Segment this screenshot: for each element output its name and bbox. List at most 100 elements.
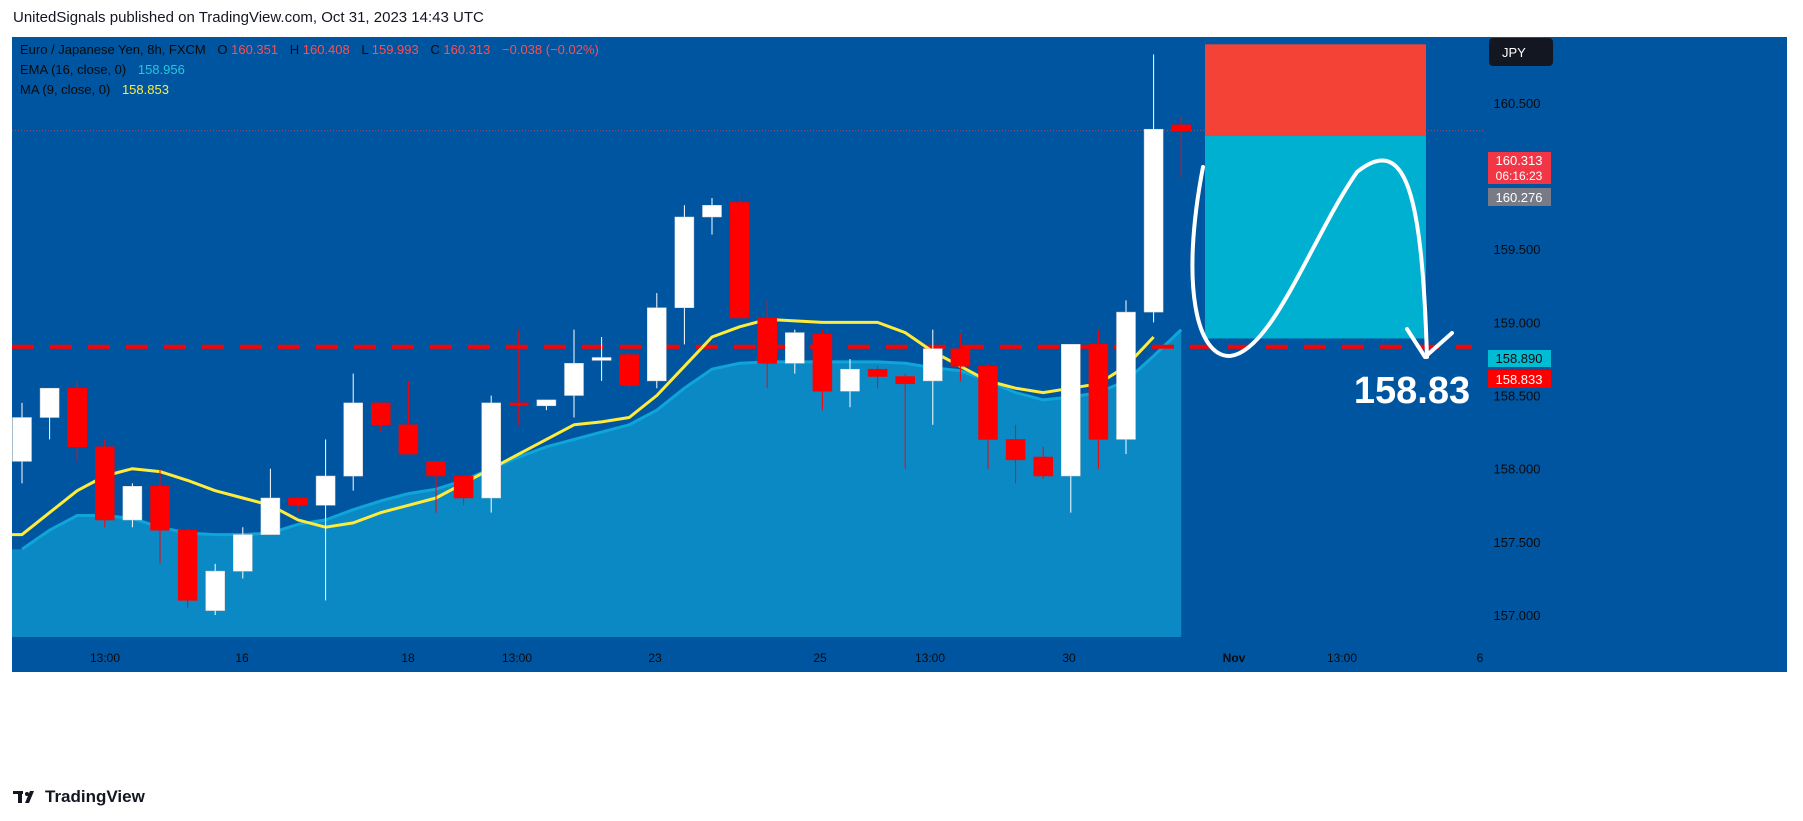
candle-body xyxy=(923,348,943,382)
candle[interactable] xyxy=(288,497,308,513)
last-price-label: 160.313 xyxy=(1496,153,1543,168)
candle[interactable] xyxy=(12,402,32,484)
candle-body xyxy=(481,402,501,499)
ema-area xyxy=(12,329,1182,637)
candle[interactable] xyxy=(67,380,87,462)
candle[interactable] xyxy=(426,461,446,513)
candle-body xyxy=(895,376,915,385)
candle[interactable] xyxy=(923,329,943,425)
candle[interactable] xyxy=(619,351,639,389)
time-axis[interactable]: 13:00 16 18 13:00 23 25 13:00 30 Nov 13:00 6 xyxy=(90,651,1484,665)
candle[interactable] xyxy=(1171,116,1191,178)
time-axis-background xyxy=(12,637,1485,672)
candle[interactable] xyxy=(150,468,170,564)
candle-body xyxy=(260,497,281,535)
price-tick-label: 160.500 xyxy=(1494,96,1541,111)
candle-body xyxy=(536,399,557,407)
candle[interactable] xyxy=(674,205,695,345)
candle[interactable] xyxy=(812,329,833,411)
currency-button[interactable]: JPY xyxy=(1489,38,1553,66)
price-tick-label: 157.500 xyxy=(1494,535,1541,550)
candle[interactable] xyxy=(950,334,971,381)
svg-text:EMA (16, close, 0) 158: EMA (16, close, 0) 158.956 xyxy=(20,62,185,77)
candle[interactable] xyxy=(233,527,253,579)
candle[interactable] xyxy=(978,363,998,469)
candle-body xyxy=(39,387,60,418)
legend: Euro / Japanese Yen, 8h, FXCM O 160.351 … xyxy=(20,42,599,97)
candle-body xyxy=(371,402,391,426)
candle[interactable] xyxy=(509,329,529,425)
candle-body xyxy=(453,475,474,499)
candle[interactable] xyxy=(371,402,391,433)
hand-drawn-arrow-head xyxy=(1405,327,1454,359)
candle[interactable] xyxy=(95,439,115,528)
time-tick-label: 13:00 xyxy=(1327,651,1357,665)
candle-body xyxy=(1116,311,1136,440)
candle-body xyxy=(591,357,612,361)
candle-body xyxy=(150,486,170,531)
price-label-cyan: 158.890 xyxy=(1488,350,1551,367)
candle-body xyxy=(619,354,639,386)
candle[interactable] xyxy=(536,399,557,411)
legend-ema-value: 158.956 xyxy=(138,62,185,77)
candle-body xyxy=(702,205,722,218)
price-label-last: 160.313 06:16:23 xyxy=(1488,152,1551,184)
cyan-price-label: 158.890 xyxy=(1496,351,1543,366)
candle[interactable] xyxy=(343,373,363,491)
grey-price-label: 160.276 xyxy=(1496,190,1543,205)
position-tool-layer[interactable] xyxy=(1205,44,1426,339)
candle[interactable] xyxy=(895,373,915,469)
candle-body xyxy=(867,368,888,377)
candle-body xyxy=(729,202,750,319)
candle-body xyxy=(177,529,198,601)
candle[interactable] xyxy=(481,395,501,513)
candle[interactable] xyxy=(1088,329,1109,469)
candle-body xyxy=(647,307,667,382)
candle[interactable] xyxy=(1005,424,1026,484)
candle[interactable] xyxy=(647,293,667,389)
candles-layer[interactable] xyxy=(12,54,1191,616)
legend-c-label: C xyxy=(430,42,439,57)
candle[interactable] xyxy=(564,329,584,418)
take-profit-zone[interactable] xyxy=(1205,135,1426,339)
legend-change: −0.038 (−0.02%) xyxy=(502,42,599,57)
candle-body xyxy=(509,402,529,407)
candle-body xyxy=(315,475,336,506)
candle[interactable] xyxy=(177,527,198,608)
candle[interactable] xyxy=(122,483,143,528)
candle[interactable] xyxy=(1116,300,1136,455)
candle-body xyxy=(1088,344,1109,440)
time-tick-label: 25 xyxy=(813,651,827,665)
legend-ma-value: 158.853 xyxy=(122,82,169,97)
candle[interactable] xyxy=(785,329,805,374)
price-axis[interactable]: 157.000 157.500 158.000 158.500 159.000 159.5… xyxy=(1494,96,1541,623)
candle[interactable] xyxy=(729,193,750,319)
stop-loss-zone[interactable] xyxy=(1205,44,1426,136)
time-tick-label: 13:00 xyxy=(90,651,120,665)
candle[interactable] xyxy=(702,197,722,235)
candle[interactable] xyxy=(1033,446,1053,479)
candle[interactable] xyxy=(840,358,860,408)
candle[interactable] xyxy=(867,366,888,389)
candle[interactable] xyxy=(1061,344,1081,513)
currency-button-label: JPY xyxy=(1502,45,1526,60)
svg-text:MA (9, close, 0) 158.8: MA (9, close, 0) 158.853 xyxy=(20,82,169,97)
legend-low: 159.993 xyxy=(372,42,419,57)
candle[interactable] xyxy=(453,475,474,506)
candle[interactable] xyxy=(315,439,336,601)
candle[interactable] xyxy=(591,337,612,381)
candlestick-chart[interactable]: 158.83 Euro / Japanese Yen, 8h, FXCM O 1… xyxy=(12,37,1787,774)
legend-o-label: O xyxy=(217,42,227,57)
candle[interactable] xyxy=(1143,54,1164,323)
price-tick-label: 159.000 xyxy=(1494,315,1541,330)
candle-body xyxy=(785,332,805,364)
candle[interactable] xyxy=(39,387,60,440)
candle[interactable] xyxy=(398,380,419,455)
candle[interactable] xyxy=(205,563,225,616)
time-tick-label: 13:00 xyxy=(915,651,945,665)
chart-container[interactable]: 158.83 Euro / Japanese Yen, 8h, FXCM O 1… xyxy=(12,37,1787,774)
footer[interactable]: TradingView xyxy=(13,787,145,807)
time-tick-label: 23 xyxy=(648,651,662,665)
candle[interactable] xyxy=(260,468,281,535)
candle[interactable] xyxy=(757,300,777,389)
